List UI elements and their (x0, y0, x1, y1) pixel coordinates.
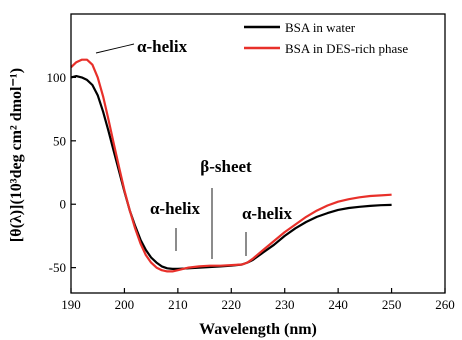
annotation-label-0: α-helix (137, 37, 188, 56)
x-tick-label-260: 260 (435, 297, 455, 312)
annotation-pointer-0 (95, 43, 135, 54)
plot-frame (70, 13, 446, 294)
series-line-1 (70, 58, 392, 273)
annotation-label-1: α-helix (150, 199, 201, 218)
legend-label-bsa-des: BSA in DES-rich phase (285, 41, 408, 56)
legend-label-bsa-water: BSA in water (285, 20, 356, 35)
y-axis-title: [θ(λ)](10³deg cm² dmol⁻¹) (8, 68, 25, 242)
x-tick-label-250: 250 (382, 297, 402, 312)
x-axis-title: Wavelength (nm) (199, 321, 317, 338)
y-tick-label-50: 50 (53, 133, 66, 148)
y-tick-label-100: 100 (47, 70, 67, 85)
x-tick-label-190: 190 (61, 297, 81, 312)
annotations: α-helix α-helix β-sheet α-helix (95, 37, 293, 259)
x-tick-label-240: 240 (328, 297, 348, 312)
y-tick-label-0: 0 (60, 197, 67, 212)
series-lines (70, 58, 392, 273)
annotation-label-3: α-helix (242, 204, 293, 223)
axis-ticks: 190 200 210 220 230 240 250 260 -50 0 50 100 (47, 70, 455, 312)
x-tick-label-220: 220 (222, 297, 242, 312)
x-tick-label-230: 230 (275, 297, 295, 312)
legend: BSA in water BSA in DES-rich phase (244, 20, 408, 56)
annotation-label-2: β-sheet (200, 157, 252, 176)
x-tick-label-200: 200 (115, 297, 135, 312)
y-tick-label--50: -50 (49, 260, 66, 275)
x-tick-label-210: 210 (168, 297, 188, 312)
